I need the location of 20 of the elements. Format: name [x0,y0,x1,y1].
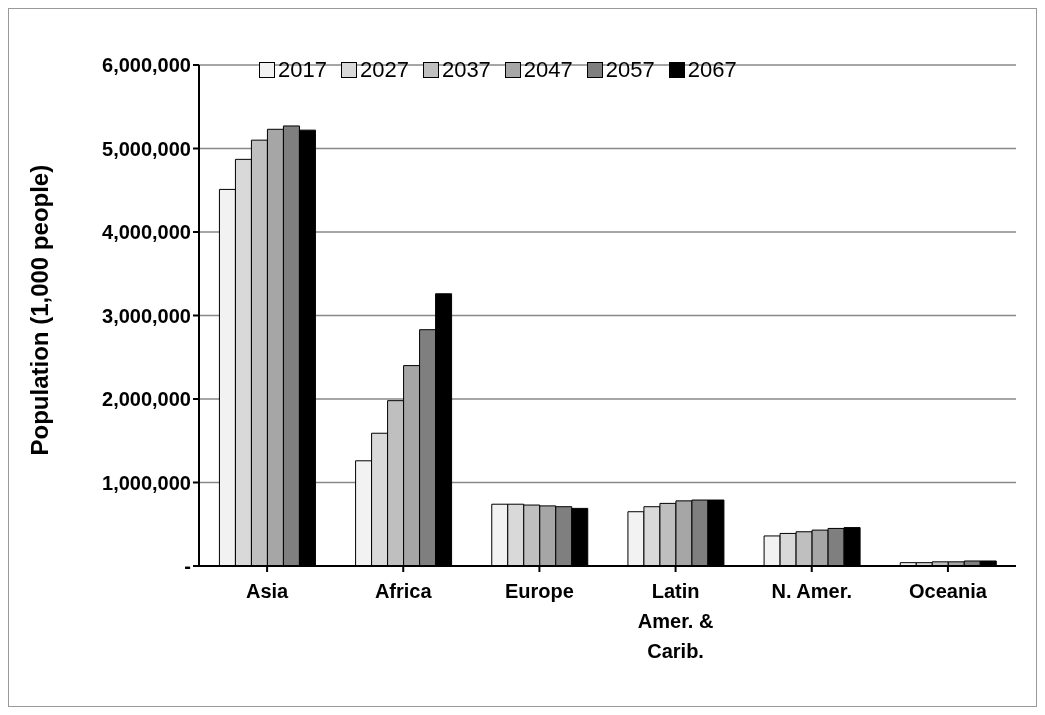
legend-label: 2067 [687,57,737,83]
y-tick-label: 5,000,000 [102,137,191,160]
y-tick-label: - [184,555,191,578]
y-axis-title: Population (1,000 people) [25,164,53,456]
y-tick-label: 6,000,000 [102,54,191,77]
x-tick-label: Africa [374,580,433,602]
y-tick-label: 1,000,000 [102,471,191,494]
x-tick-label: Latin Amer. & Carib. [637,580,714,662]
x-tick-label: Asia [245,580,290,602]
legend-label: 2047 [523,57,573,83]
legend-label: 2027 [359,57,409,83]
x-tick-label: Oceania [909,580,988,602]
y-tick-label: 4,000,000 [102,221,191,244]
y-tick-label: 2,000,000 [102,388,191,411]
x-tick-label: N. Amer. [771,580,852,602]
legend-label: 2057 [605,57,655,83]
x-tick-label: Europe [504,580,574,602]
y-tick-label: 3,000,000 [102,304,191,327]
legend-label: 2017 [278,57,327,83]
legend-label: 2037 [441,57,491,83]
